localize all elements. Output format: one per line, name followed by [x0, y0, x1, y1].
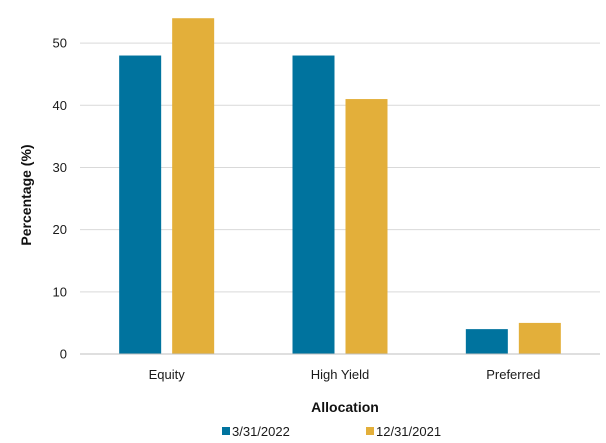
- legend-swatch: [366, 427, 374, 435]
- y-tick-label: 40: [53, 98, 67, 113]
- legend: 3/31/2022 12/31/2021: [222, 424, 441, 439]
- bar-equity-series-1: [119, 55, 162, 354]
- x-tick-label: Preferred: [486, 367, 540, 382]
- x-tick-label: Equity: [149, 367, 186, 382]
- bar-preferred-series-2: [518, 322, 561, 354]
- bar-high-yield-series-1: [292, 55, 335, 354]
- gridlines: [80, 42, 600, 293]
- y-tick-label: 20: [53, 222, 67, 237]
- y-tick-label: 10: [53, 284, 67, 299]
- legend-label: 12/31/2021: [376, 424, 441, 439]
- y-axis-title: Percentage (%): [18, 144, 34, 245]
- bar-high-yield-series-2: [345, 99, 388, 355]
- y-tick-label: 30: [53, 160, 67, 175]
- x-tick-label: High Yield: [311, 367, 370, 382]
- y-tick-label: 0: [60, 347, 67, 362]
- y-tick-label: 50: [53, 36, 67, 51]
- bar-preferred-series-1: [465, 329, 508, 354]
- axes: 0 10 20 30 40 50 Equity High Yield Preferred: [53, 36, 600, 382]
- bars: [119, 18, 561, 355]
- x-axis-title: Allocation: [311, 399, 379, 415]
- bar-equity-series-2: [172, 18, 215, 355]
- legend-swatch: [222, 427, 230, 435]
- legend-label: 3/31/2022: [232, 424, 290, 439]
